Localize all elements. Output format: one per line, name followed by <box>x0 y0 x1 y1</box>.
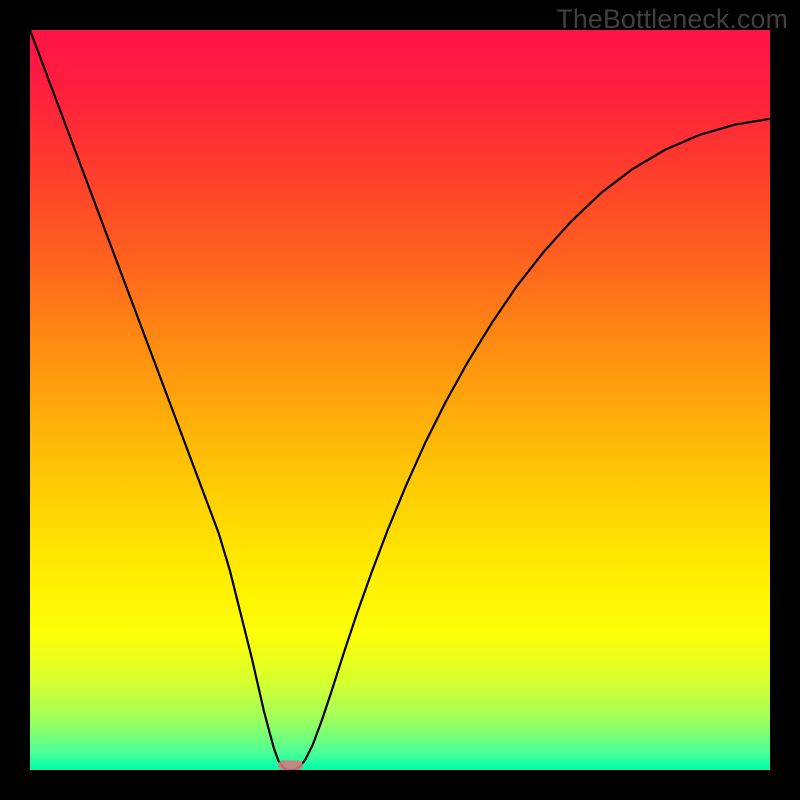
gradient-background <box>30 30 770 770</box>
chart-frame: TheBottleneck.com <box>0 0 800 800</box>
bottleneck-curve-chart <box>30 30 770 770</box>
plot-area <box>30 30 770 770</box>
optimal-marker <box>278 760 303 770</box>
watermark-text: TheBottleneck.com <box>556 4 788 35</box>
